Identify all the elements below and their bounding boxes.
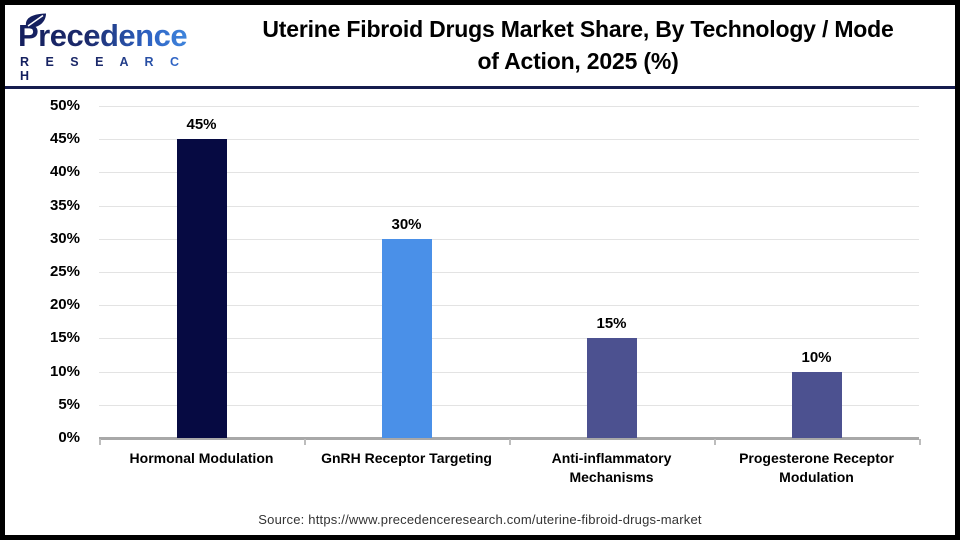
gridline — [99, 338, 919, 340]
chart-title: Uterine Fibroid Drugs Market Share, By T… — [201, 5, 955, 77]
y-axis-tick-label: 30% — [49, 229, 80, 247]
x-axis-category-label: Anti-inflammatory Mechanisms — [551, 450, 672, 485]
bar-1 — [176, 139, 227, 438]
logo-subtitle: R E S E A R C H — [18, 55, 201, 83]
leaf-icon — [25, 13, 46, 28]
x-axis-tick — [99, 439, 101, 445]
gridline — [99, 371, 919, 373]
logo-wordmark: Precedence — [18, 18, 188, 53]
y-axis-tick-label: 50% — [49, 97, 80, 114]
precedence-logo: Precedence R E S E A R C H — [5, 5, 201, 85]
y-axis-tick-label: 20% — [49, 296, 80, 314]
bar-value-label: 30% — [391, 215, 422, 233]
chart-title-line1: Uterine Fibroid Drugs Market Share, By T… — [262, 16, 894, 42]
y-axis-tick-label: 25% — [49, 263, 80, 280]
x-axis-tick — [304, 439, 306, 445]
bar-2 — [381, 238, 432, 438]
x-axis-tick — [714, 439, 716, 445]
source-note: Source: https://www.precedenceresearch.c… — [258, 512, 702, 527]
y-axis-tick-label: 5% — [58, 395, 80, 413]
y-axis-tick-label: 15% — [49, 329, 80, 347]
bar-value-label: 45% — [186, 116, 217, 134]
x-axis-category-label: GnRH Receptor Targeting — [321, 450, 492, 466]
bar-4 — [791, 371, 842, 438]
chart-title-line2: of Action, 2025 (%) — [477, 48, 679, 74]
x-axis-tick — [509, 439, 511, 445]
bar-3 — [586, 338, 637, 438]
y-axis-tick-label: 40% — [49, 163, 80, 181]
x-axis-category-label: Progesterone Receptor Modulation — [739, 450, 894, 485]
gridline — [99, 205, 919, 207]
bar-value-label: 10% — [801, 348, 832, 366]
gridline — [99, 305, 919, 307]
y-axis-tick-label: 45% — [49, 130, 80, 148]
y-axis-tick-label: 10% — [49, 362, 80, 380]
gridline — [99, 172, 919, 174]
gridline — [99, 238, 919, 240]
header: Precedence R E S E A R C H Uterine Fibro… — [5, 5, 955, 89]
gridline — [99, 139, 919, 141]
x-axis-tick — [919, 439, 921, 445]
y-axis-tick-label: 0% — [58, 429, 80, 446]
bar-value-label: 15% — [596, 315, 627, 333]
x-axis-category-label: Hormonal Modulation — [129, 450, 274, 466]
y-axis-tick-label: 35% — [49, 196, 80, 214]
gridline — [99, 404, 919, 406]
gridline — [99, 106, 919, 107]
gridline — [99, 272, 919, 273]
x-axis-line — [99, 437, 919, 440]
